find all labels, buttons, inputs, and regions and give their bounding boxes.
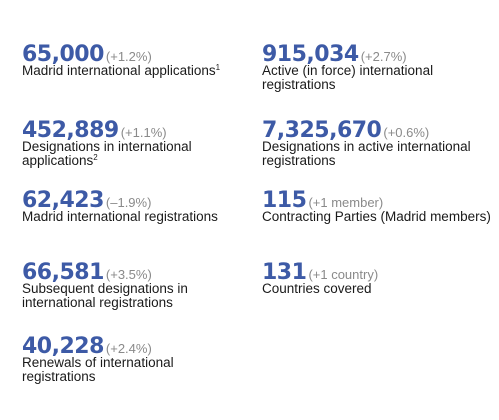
stat-value: 62,423 (22, 188, 104, 213)
stat-value: 115 (262, 188, 307, 213)
stat-label: Countries covered (262, 281, 372, 296)
stat-value: 452,889 (22, 118, 119, 143)
stat-label: Designations in international applicatio… (22, 139, 192, 168)
stat-designations-in-active-registrations: 7,325,670 (+0.6%) Designations in active … (262, 118, 492, 168)
stat-change: (+2.4%) (105, 341, 152, 356)
stat-value: 915,034 (262, 42, 359, 67)
stat-label: Madrid international applications1 (22, 63, 221, 78)
stat-label: Contracting Parties (Madrid members) (262, 209, 491, 224)
stat-change: (+2.7%) (360, 49, 407, 64)
stat-madrid-international-applications: 65,000 (+1.2%) Madrid international appli… (22, 42, 247, 78)
stat-change: (+1.2%) (105, 49, 152, 64)
stat-renewals: 40,228 (+2.4%) Renewals of international … (22, 334, 247, 384)
stat-active-international-registrations: 915,034 (+2.7%) Active (in force) interna… (262, 42, 492, 92)
stat-change: (+0.6%) (383, 125, 430, 140)
stat-label: Subsequent designations in international… (22, 281, 188, 310)
stat-designations-in-international-applications: 452,889 (+1.1%) Designations in internati… (22, 118, 247, 168)
stat-value: 7,325,670 (262, 118, 382, 143)
stat-label: Designations in active international reg… (262, 139, 471, 168)
footnote-marker: 1 (215, 63, 221, 72)
footnote-marker: 2 (93, 153, 98, 162)
stat-countries-covered: 131 (+1 country) Countries covered (262, 260, 492, 296)
stat-label: Renewals of international registrations (22, 355, 174, 384)
stat-value: 66,581 (22, 260, 104, 285)
stat-value: 65,000 (22, 42, 104, 67)
stat-label: Madrid international registrations (22, 209, 218, 224)
stat-change: (+3.5%) (105, 267, 152, 282)
stat-change: (+1.1%) (120, 125, 167, 140)
stat-value: 131 (262, 260, 307, 285)
stat-value: 40,228 (22, 334, 104, 359)
stat-subsequent-designations: 66,581 (+3.5%) Subsequent designations in… (22, 260, 247, 310)
stat-change: (+1 country) (308, 267, 379, 282)
stat-change: (+1 member) (308, 195, 384, 210)
stat-label: Active (in force) international registra… (262, 63, 434, 92)
stat-contracting-parties: 115 (+1 member) Contracting Parties (Madr… (262, 188, 492, 224)
stat-madrid-international-registrations: 62,423 (–1.9%) Madrid international regis… (22, 188, 247, 224)
stat-change: (–1.9%) (105, 195, 152, 210)
